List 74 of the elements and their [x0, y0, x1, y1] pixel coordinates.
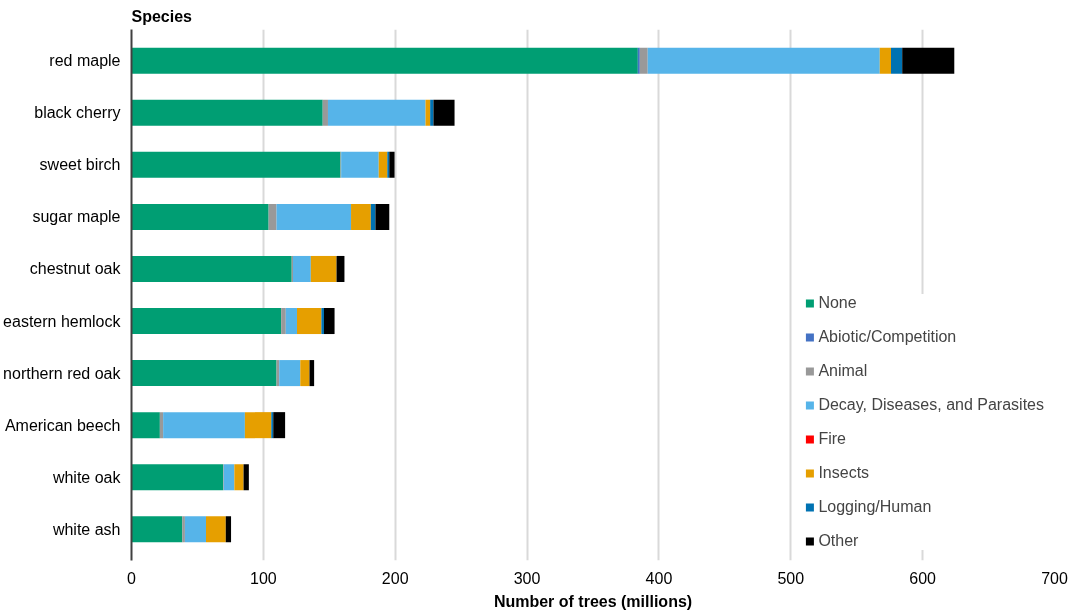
bar: [131, 516, 183, 543]
bar: [131, 203, 269, 230]
bar: [430, 99, 434, 126]
bar: [184, 516, 206, 543]
bar: [279, 360, 301, 387]
bar: [375, 203, 390, 230]
x-tick-label: 100: [250, 569, 277, 587]
legend-label: Animal: [818, 362, 868, 380]
bar: [296, 308, 322, 335]
legend-label: Abiotic/Competition: [818, 328, 957, 346]
bar: [285, 308, 297, 335]
bar: [281, 308, 286, 335]
y-tick-label: red maple: [49, 52, 121, 70]
bar: [206, 516, 226, 543]
bar: [300, 360, 310, 387]
bar: [322, 99, 328, 126]
bar: [327, 99, 426, 126]
x-tick-label: 500: [777, 569, 805, 587]
y-tick-label: white oak: [51, 468, 122, 486]
bar: [891, 47, 903, 74]
bar: [131, 360, 277, 387]
y-tick-label: northern red oak: [3, 364, 122, 382]
bar: [131, 99, 323, 126]
bar: [647, 47, 880, 74]
bar: [163, 412, 245, 439]
legend-label: Logging/Human: [818, 498, 932, 516]
x-tick-label: 600: [909, 569, 937, 587]
x-axis-title: Number of trees (millions): [493, 592, 693, 610]
bar: [433, 99, 455, 126]
bar: [321, 308, 325, 335]
legend-label: Fire: [818, 430, 846, 448]
x-tick-label: 200: [381, 569, 409, 587]
bar: [182, 516, 185, 543]
x-tick-label: 700: [1041, 569, 1068, 587]
x-tick-label: 300: [513, 569, 541, 587]
bar: [223, 464, 235, 491]
legend-label: Decay, Diseases, and Parasites: [818, 396, 1044, 414]
y-tick-label: black cherry: [34, 104, 121, 122]
bar: [131, 151, 341, 178]
y-tick-label: white ash: [51, 520, 121, 538]
y-tick-label: sugar maple: [32, 208, 121, 226]
x-tick-label: 0: [127, 569, 137, 587]
legend-label: Other: [818, 532, 859, 550]
bar: [225, 516, 232, 543]
y-tick-label: American beech: [4, 416, 121, 434]
bar: [273, 412, 286, 439]
bar: [131, 464, 224, 491]
bar: [324, 308, 335, 335]
bar: [131, 255, 292, 282]
bar: [378, 151, 388, 178]
bar: [131, 47, 638, 74]
bar: [234, 464, 244, 491]
bar: [351, 203, 371, 230]
bar: [131, 308, 282, 335]
bar: [159, 412, 164, 439]
bar: [293, 255, 311, 282]
bar: [244, 412, 272, 439]
legend-label: None: [818, 294, 857, 312]
bar: [310, 255, 337, 282]
y-tick-label: sweet birch: [39, 156, 121, 174]
x-tick-label: 400: [645, 569, 673, 587]
y-tick-label: chestnut oak: [29, 260, 122, 278]
y-tick-label: eastern hemlock: [3, 312, 122, 330]
bar: [902, 47, 955, 74]
bar: [879, 47, 891, 74]
bar: [639, 47, 648, 74]
bar: [341, 151, 379, 178]
bar: [389, 151, 395, 178]
legend-label: Insects: [818, 464, 870, 482]
bar: [243, 464, 249, 491]
y-axis-title: Species: [131, 7, 193, 25]
bar: [276, 203, 352, 230]
bar: [268, 203, 277, 230]
bar: [131, 412, 160, 439]
